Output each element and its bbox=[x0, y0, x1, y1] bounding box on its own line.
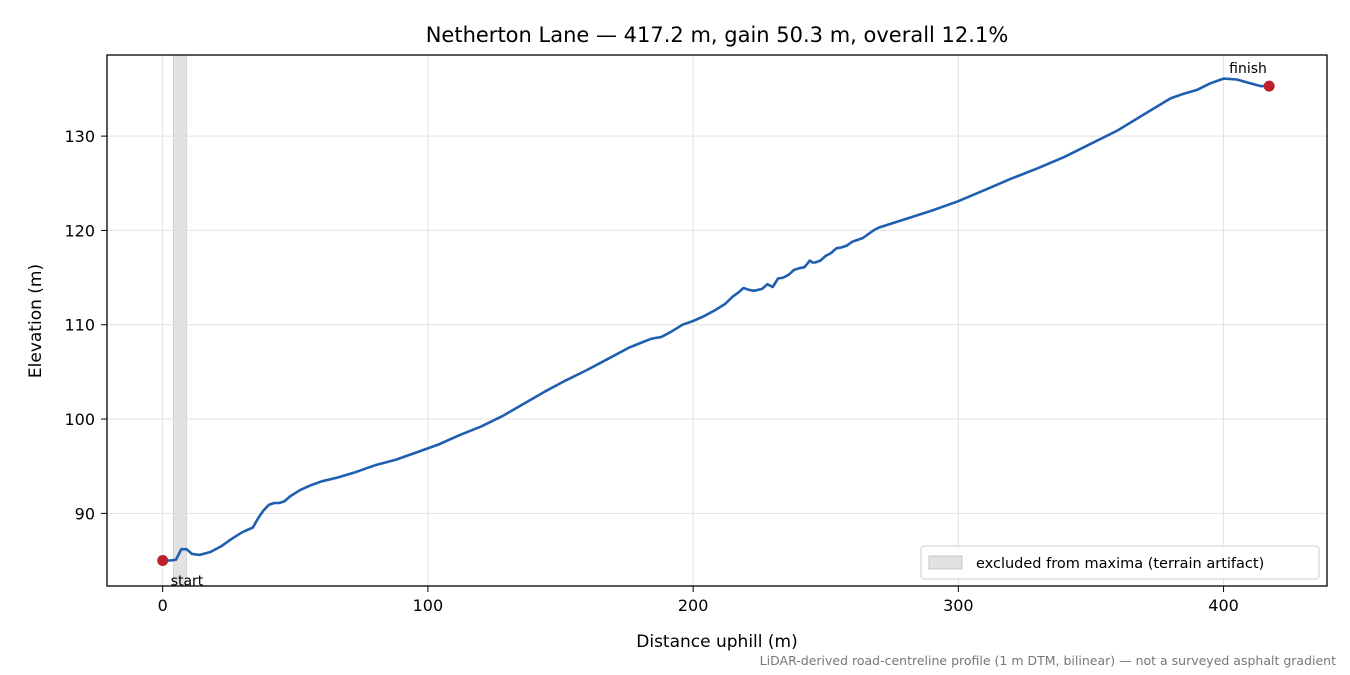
finish-marker bbox=[1263, 80, 1275, 92]
finish-label: finish bbox=[1229, 61, 1267, 77]
plot-frame bbox=[106, 54, 1328, 587]
y-tick-label: 120 bbox=[64, 221, 95, 240]
y-tick-label: 130 bbox=[64, 127, 95, 146]
x-tick-label: 0 bbox=[158, 596, 168, 615]
y-tick-label: 100 bbox=[64, 410, 95, 429]
y-axis-label: Elevation (m) bbox=[26, 264, 46, 378]
y-tick-label: 90 bbox=[75, 504, 95, 523]
footnote: LiDAR-derived road-centreline profile (1… bbox=[760, 653, 1336, 668]
legend: excluded from maxima (terrain artifact) bbox=[920, 545, 1320, 580]
legend-box bbox=[920, 545, 1320, 580]
start-label: start bbox=[171, 574, 204, 590]
elevation-line bbox=[161, 77, 1271, 562]
excluded-band-layer bbox=[173, 54, 187, 587]
x-tick-label: 100 bbox=[413, 596, 444, 615]
start-marker bbox=[157, 555, 169, 567]
x-tick-label: 300 bbox=[943, 596, 974, 615]
x-axis-label: Distance uphill (m) bbox=[636, 632, 797, 652]
y-tick-label: 110 bbox=[64, 316, 95, 335]
series-layer bbox=[161, 77, 1271, 562]
excluded-band bbox=[173, 54, 187, 587]
legend-label-excluded: excluded from maxima (terrain artifact) bbox=[976, 556, 1264, 572]
legend-swatch-excluded bbox=[928, 555, 963, 570]
chart-title: Netherton Lane — 417.2 m, gain 50.3 m, o… bbox=[426, 23, 1009, 47]
x-tick-label: 200 bbox=[678, 596, 709, 615]
x-tick-label: 400 bbox=[1208, 596, 1239, 615]
axis-ticks: 0 100 200 300 400 90 100 110 120 130 bbox=[64, 127, 1238, 615]
